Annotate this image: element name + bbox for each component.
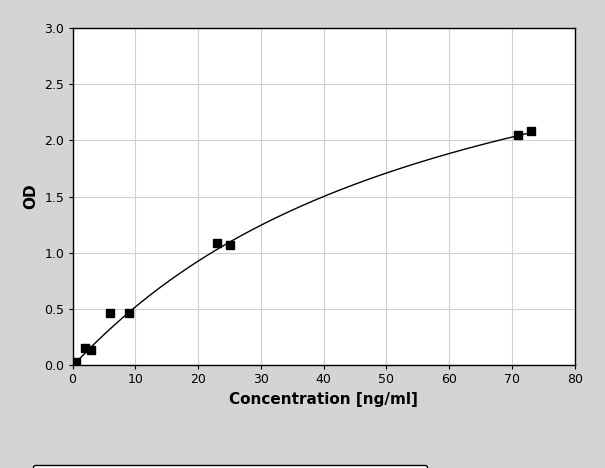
Legend: Grp. 1:  A=-0.00481 B=1.03 C=57.8 D=3.7  d =0.00798  r =1: Grp. 1: A=-0.00481 B=1.03 C=57.8 D=3.7 d… bbox=[33, 465, 427, 468]
Y-axis label: OD: OD bbox=[24, 184, 39, 209]
X-axis label: Concentration [ng/ml]: Concentration [ng/ml] bbox=[229, 392, 418, 407]
